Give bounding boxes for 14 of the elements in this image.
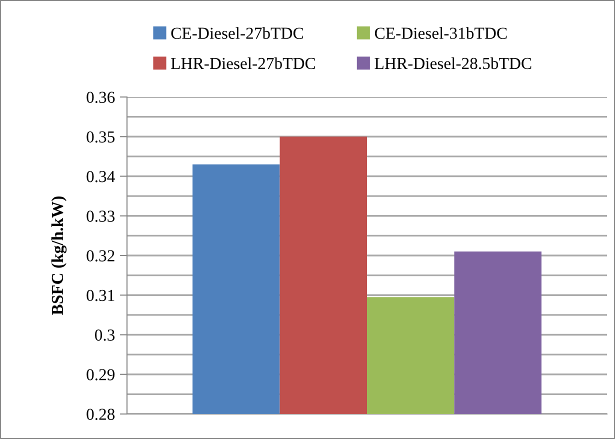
legend-label: LHR-Diesel-27bTDC [171, 57, 315, 70]
y-tick-label: 0.3 [94, 329, 115, 341]
y-axis-title: BSFC (kg/h.kW) [51, 196, 67, 315]
y-tick-label: 0.29 [86, 369, 115, 380]
y-tick-label: 0.31 [86, 290, 114, 302]
y-tick-label: 0.36 [86, 92, 115, 104]
y-tick-label: 0.34 [86, 170, 115, 182]
y-tick-label: 0.28 [86, 408, 115, 420]
legend-label: CE-Diesel-31bTDC [374, 27, 507, 39]
y-tick-label: 0.32 [86, 250, 114, 262]
y-tick-label: 0.33 [86, 210, 115, 222]
legend-label: LHR-Diesel-28.5bTDC [374, 57, 532, 70]
legend-label: CE-Diesel-27bTDC [171, 27, 303, 39]
y-tick-label: 0.35 [86, 131, 115, 143]
